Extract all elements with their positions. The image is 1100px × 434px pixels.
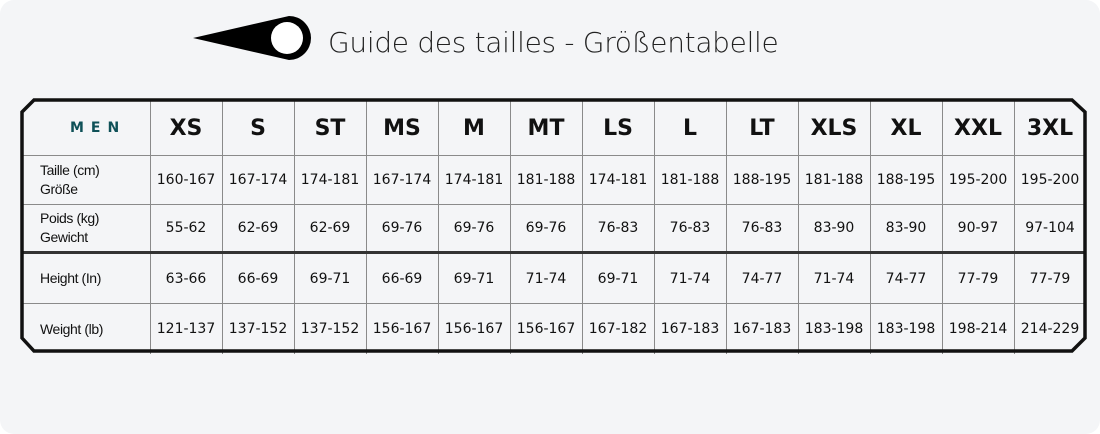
table-cell: 90-97 — [941, 204, 1015, 254]
size-header-ms: MS — [365, 101, 439, 156]
size-header-xs: XS — [149, 101, 223, 156]
size-header-s: S — [221, 101, 295, 156]
row-label-primary: Taille (cm) — [40, 162, 100, 178]
table-cell: 121-137 — [149, 303, 223, 354]
size-header-st: ST — [293, 101, 367, 156]
table-row: Poids (kg) Gewicht 55-62 62-69 62-69 69-76 69-… — [22, 204, 1086, 254]
table-cell: 156-167 — [509, 303, 583, 354]
size-header-xl: XL — [869, 101, 943, 156]
table-cell: 174-181 — [437, 155, 511, 205]
table-cell: 188-195 — [725, 155, 799, 205]
table-cell: 214-229 — [1013, 303, 1086, 354]
table-cell: 71-74 — [653, 252, 727, 304]
table-cell: 137-152 — [221, 303, 295, 354]
row-label: Height (In) — [22, 252, 151, 304]
table-cell: 181-188 — [797, 155, 871, 205]
page-title: Guide des tailles - Größentabelle — [328, 26, 779, 59]
table-cell: 55-62 — [149, 204, 223, 254]
size-header-xxl: XXL — [941, 101, 1015, 156]
row-label-primary: Weight (lb) — [40, 320, 104, 337]
table-cell: 183-198 — [869, 303, 943, 354]
table-cell: 195-200 — [941, 155, 1015, 205]
row-label-primary: Poids (kg) — [40, 210, 100, 226]
table-cell: 167-183 — [653, 303, 727, 354]
table-row: Height (In) 63-66 66-69 69-71 66-69 69-71 71-7… — [22, 252, 1086, 304]
table-cell: 167-174 — [221, 155, 295, 205]
table-cell: 174-181 — [293, 155, 367, 205]
table-row: Weight (lb) 121-137 137-152 137-152 156-167 1… — [22, 303, 1086, 354]
table-cell: 156-167 — [365, 303, 439, 354]
size-header-xls: XLS — [797, 101, 871, 156]
row-label: Taille (cm) Größe — [22, 155, 151, 205]
table-cell: 66-69 — [365, 252, 439, 304]
table-cell: 174-181 — [581, 155, 655, 205]
table-cell: 188-195 — [869, 155, 943, 205]
table-cell: 71-74 — [797, 252, 871, 304]
table-cell: 69-71 — [437, 252, 511, 304]
table-cell: 83-90 — [869, 204, 943, 254]
table-cell: 181-188 — [509, 155, 583, 205]
row-label-secondary: Größe — [40, 181, 78, 197]
table-cell: 69-76 — [509, 204, 583, 254]
table-cell: 69-71 — [581, 252, 655, 304]
size-header-l: L — [653, 101, 727, 156]
corner-label-men: MEN — [22, 101, 151, 156]
table-cell: 195-200 — [1013, 155, 1086, 205]
table-cell: 137-152 — [293, 303, 367, 354]
table-cell: 69-76 — [365, 204, 439, 254]
table-cell: 77-79 — [1013, 252, 1086, 304]
table-cell: 181-188 — [653, 155, 727, 205]
table-cell: 77-79 — [941, 252, 1015, 304]
table-cell: 66-69 — [221, 252, 295, 304]
table-cell: 76-83 — [725, 204, 799, 254]
row-label-primary: Height (In) — [40, 270, 101, 286]
table-cell: 167-182 — [581, 303, 655, 354]
size-header-mt: MT — [509, 101, 583, 156]
table-cell: 76-83 — [653, 204, 727, 254]
table-cell: 183-198 — [797, 303, 871, 354]
table-cell: 74-77 — [725, 252, 799, 304]
row-label-secondary: Gewicht — [40, 229, 88, 245]
row-label: Poids (kg) Gewicht — [22, 204, 151, 254]
table-row: Taille (cm) Größe 160-167 167-174 174-181 167… — [22, 155, 1086, 205]
table-cell: 160-167 — [149, 155, 223, 205]
table-cell: 156-167 — [437, 303, 511, 354]
teardrop-logo-icon — [193, 16, 311, 60]
size-table: MEN XS S ST MS M MT LS L LT XLS XL XXL 3XL Taille (c… — [22, 101, 1086, 354]
table-cell: 83-90 — [797, 204, 871, 254]
table-cell: 69-76 — [437, 204, 511, 254]
table-cell: 69-71 — [293, 252, 367, 304]
table-cell: 97-104 — [1013, 204, 1086, 254]
size-header-ls: LS — [581, 101, 655, 156]
table-cell: 167-183 — [725, 303, 799, 354]
table-cell: 62-69 — [221, 204, 295, 254]
table-cell: 62-69 — [293, 204, 367, 254]
table-cell: 76-83 — [581, 204, 655, 254]
table-cell: 198-214 — [941, 303, 1015, 354]
size-header-row: MEN XS S ST MS M MT LS L LT XLS XL XXL 3XL — [22, 101, 1086, 156]
row-label: Weight (lb) — [22, 303, 151, 354]
table-cell: 71-74 — [509, 252, 583, 304]
table-cell: 63-66 — [149, 252, 223, 304]
size-header-3xl: 3XL — [1013, 101, 1086, 156]
table-cell: 167-174 — [365, 155, 439, 205]
size-header-lt: LT — [725, 101, 799, 156]
table-cell: 74-77 — [869, 252, 943, 304]
size-header-m: M — [437, 101, 511, 156]
